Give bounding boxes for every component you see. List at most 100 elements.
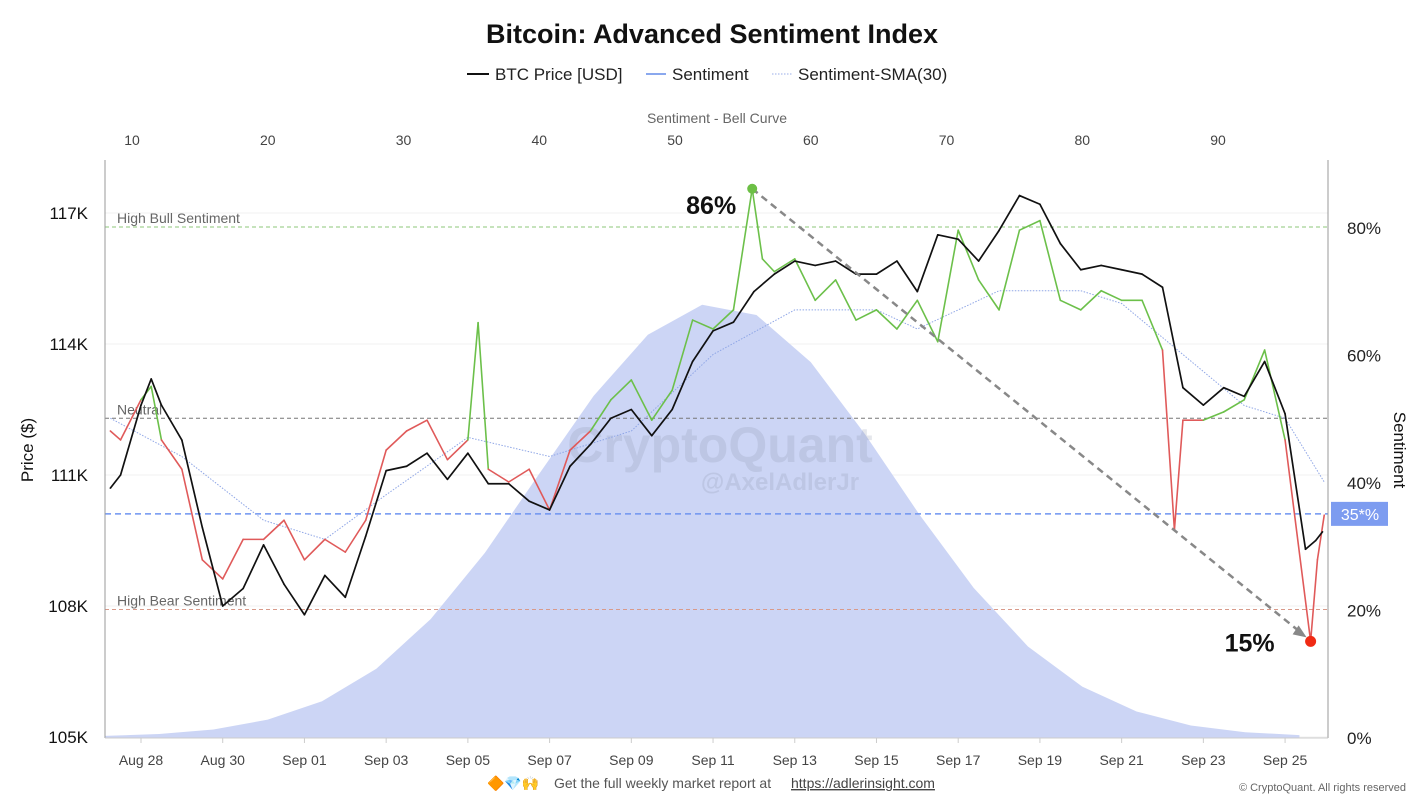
price-point	[283, 583, 285, 585]
bell-curve-area	[104, 304, 1300, 738]
price-point	[467, 452, 469, 454]
price-point	[998, 229, 1000, 232]
right-tick-label: 80%	[1347, 219, 1381, 238]
sentiment-segment	[528, 468, 551, 511]
sentiment-segment	[1202, 411, 1225, 421]
x-tick-label: Sep 09	[609, 752, 654, 768]
price-point	[1284, 413, 1286, 415]
footer-link[interactable]: https://adlerinsight.com	[791, 775, 935, 791]
sentiment-segment	[751, 187, 764, 260]
price-point	[957, 238, 959, 240]
x-tick-label: Aug 30	[201, 752, 246, 768]
price-point	[181, 439, 183, 441]
price-point	[671, 408, 673, 411]
footer-emoji: 🔶💎🙌	[487, 775, 539, 792]
top-tick-label: 80	[1074, 132, 1090, 148]
price-point	[691, 360, 694, 363]
sentiment-segment	[957, 229, 980, 281]
price-point	[814, 264, 816, 267]
left-axis-label: Price ($)	[18, 418, 37, 482]
bell-curve-layer	[104, 304, 1300, 738]
sma-layer	[110, 290, 1325, 540]
price-point	[1039, 203, 1041, 206]
price-point	[896, 260, 898, 262]
sentiment-segment	[446, 439, 469, 461]
price-point	[385, 469, 387, 472]
right-tick-label: 40%	[1347, 474, 1381, 493]
price-point	[1304, 548, 1307, 551]
sentiment-segment	[691, 319, 714, 330]
left-tick-label: 111K	[51, 466, 89, 485]
sentiment-segment	[589, 398, 612, 432]
left-tick-label: 117K	[50, 204, 89, 223]
sentiment-segment	[344, 519, 367, 553]
trough-marker	[1305, 635, 1317, 647]
footer-text: Get the full weekly market report at	[554, 775, 771, 791]
price-point	[1222, 386, 1225, 389]
top-tick-label: 30	[396, 132, 412, 148]
reference-label: High Bull Sentiment	[117, 210, 240, 226]
top-tick-label: 60	[803, 132, 819, 148]
top-axis-label: Sentiment - Bell Curve	[647, 110, 787, 126]
price-point	[262, 544, 265, 546]
price-point	[140, 404, 142, 406]
price-layer	[109, 194, 1324, 616]
price-point	[630, 408, 633, 411]
top-tick-label: 50	[667, 132, 683, 148]
sentiment-segment	[221, 538, 244, 580]
price-point	[109, 487, 112, 489]
price-point	[1120, 268, 1123, 271]
sentiment-segment	[487, 468, 510, 483]
price-point	[160, 404, 163, 406]
sentiment-segment	[1039, 219, 1062, 302]
sentiment-segment	[1309, 558, 1319, 643]
sentiment-segment	[1222, 398, 1246, 413]
sentiment-layer	[109, 187, 1326, 643]
sentiment-segment	[773, 258, 796, 273]
right-tick-label: 0%	[1347, 729, 1372, 748]
sentiment-segment	[385, 430, 408, 451]
price-point	[569, 465, 571, 468]
sentiment-segment	[467, 321, 479, 441]
sentiment-segment	[814, 279, 837, 302]
x-tick-label: Sep 01	[282, 752, 327, 768]
price-point	[1182, 386, 1184, 389]
sentiment-segment	[998, 229, 1021, 311]
price-point	[150, 378, 153, 380]
sentiment-segment	[324, 538, 347, 553]
sentiment-segment	[896, 299, 919, 330]
right-tick-label: 20%	[1347, 602, 1381, 621]
price-point	[1202, 404, 1205, 406]
x-tick-label: Sep 15	[854, 752, 899, 768]
price-point	[1018, 194, 1021, 197]
price-point	[1314, 539, 1317, 542]
sentiment-segment	[1141, 299, 1164, 351]
sentiment-segment	[262, 519, 285, 541]
x-tick-label: Sep 13	[773, 752, 818, 768]
legend-sma-label: Sentiment-SMA(30)	[798, 65, 947, 84]
sentiment-segment	[477, 321, 490, 471]
reference-label: High Bear Sentiment	[117, 593, 246, 609]
top-tick-label: 90	[1210, 132, 1226, 148]
sentiment-segment	[119, 398, 142, 441]
top-tick-label: 40	[531, 132, 547, 148]
left-tick-label: 114K	[50, 335, 89, 354]
x-tick-label: Sep 07	[527, 752, 572, 768]
sentiment-segment	[855, 309, 878, 321]
price-point	[773, 273, 776, 275]
left-tick-label: 105K	[48, 728, 88, 747]
price-point	[303, 613, 306, 616]
sentiment-segment	[426, 419, 449, 461]
sentiment-segment	[548, 449, 571, 511]
chart-title: Bitcoin: Advanced Sentiment Index	[486, 19, 938, 49]
legend-price-label: BTC Price [USD]	[495, 65, 623, 84]
sentiment-segment	[160, 439, 183, 471]
price-point	[221, 605, 224, 607]
price-point	[487, 482, 490, 485]
price-point	[426, 452, 428, 454]
sentiment-segment	[834, 279, 857, 321]
trend-arrow-head	[1292, 625, 1307, 638]
right-tick-label: 60%	[1347, 347, 1381, 366]
legend-sentiment-label: Sentiment	[672, 65, 749, 84]
sentiment-segment	[671, 319, 694, 392]
